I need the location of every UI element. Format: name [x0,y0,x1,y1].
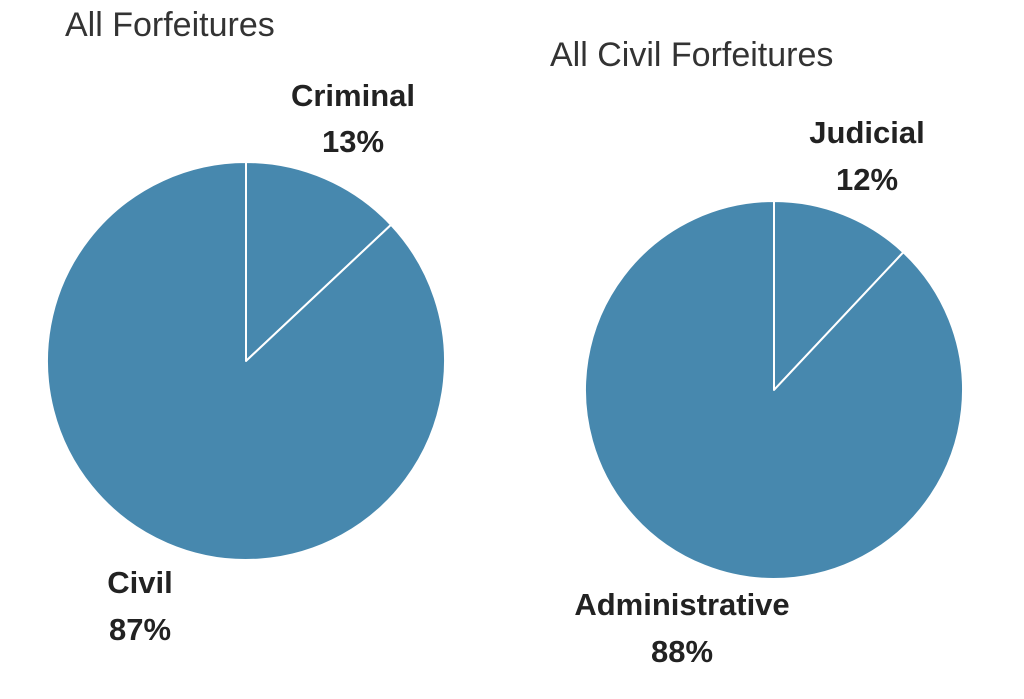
pie-chart-all-forfeitures: All Forfeitures Criminal 13% Civil 87% [46,6,446,647]
pie-slice-administrative [584,200,964,580]
chart-title: All Forfeitures [65,6,275,44]
slice-value-civil: 87% [109,612,171,647]
chart-title: All Civil Forfeitures [550,36,833,74]
slice-label-criminal: Criminal [291,78,415,113]
pie-slice-criminal [245,161,393,362]
pie-chart-all-civil-forfeitures: All Civil Forfeitures Judicial 12% Admin… [550,36,964,669]
slice-value-criminal: 13% [322,124,384,159]
slice-value-judicial: 12% [836,162,898,197]
pie-slice-civil [46,161,446,561]
slice-label-judicial: Judicial [809,115,924,150]
pie-slice-judicial [773,200,905,391]
slice-label-civil: Civil [107,565,172,600]
slice-label-administrative: Administrative [574,587,789,622]
slice-value-administrative: 88% [651,634,713,669]
